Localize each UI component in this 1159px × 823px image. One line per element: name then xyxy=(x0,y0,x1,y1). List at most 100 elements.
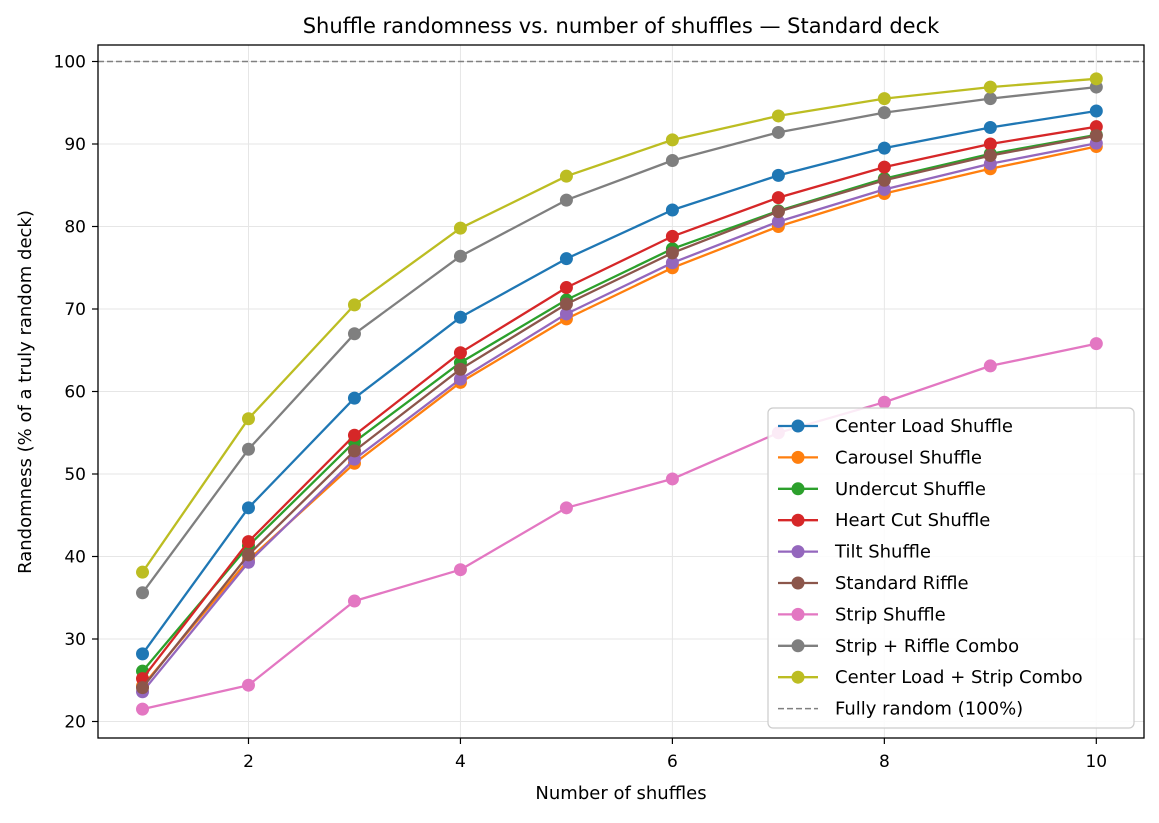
legend-label: Heart Cut Shuffle xyxy=(835,510,990,531)
data-point xyxy=(1089,129,1103,143)
data-point xyxy=(877,160,891,174)
series-line xyxy=(141,134,1097,689)
legend-entry: Strip Shuffle xyxy=(778,604,946,625)
data-point xyxy=(1089,104,1103,118)
data-point xyxy=(241,412,255,426)
legend-label: Tilt Shuffle xyxy=(834,542,931,563)
data-point xyxy=(453,249,467,263)
data-point xyxy=(877,141,891,155)
legend-label: Fully random (100%) xyxy=(835,699,1023,720)
data-point xyxy=(453,362,467,376)
data-point xyxy=(1089,120,1103,134)
data-point xyxy=(136,565,150,579)
data-point xyxy=(983,80,997,94)
data-point xyxy=(347,428,361,442)
data-point xyxy=(136,586,150,600)
series-line xyxy=(141,142,1097,693)
data-point xyxy=(877,106,891,120)
x-tick-label: 8 xyxy=(879,752,890,772)
series-line xyxy=(142,342,1097,711)
y-tick-label: 20 xyxy=(64,713,86,733)
series xyxy=(136,80,1103,600)
data-point xyxy=(453,346,467,360)
data-point xyxy=(877,173,891,187)
legend-marker xyxy=(791,545,805,559)
x-tick-label: 6 xyxy=(667,752,678,772)
data-point xyxy=(453,310,467,324)
data-point xyxy=(877,182,891,196)
x-tick-label: 10 xyxy=(1085,752,1107,772)
data-point xyxy=(771,205,785,219)
legend-entry: Standard Riffle xyxy=(778,573,969,594)
data-point xyxy=(665,256,679,270)
data-point xyxy=(771,125,785,139)
y-tick-label: 60 xyxy=(64,383,86,403)
series-line xyxy=(141,77,1097,573)
y-tick-label: 80 xyxy=(64,218,86,238)
legend-box xyxy=(767,407,1135,729)
data-point xyxy=(559,193,573,207)
data-point xyxy=(347,298,361,312)
y-tick-label: 100 xyxy=(54,53,86,73)
chart-title: Shuffle randomness vs. number of shuffle… xyxy=(303,14,940,38)
legend-label: Center Load + Strip Combo xyxy=(835,667,1083,688)
legend-marker xyxy=(791,450,805,464)
data-point xyxy=(559,252,573,266)
x-axis-title: Number of shuffles xyxy=(535,783,706,804)
legend-marker xyxy=(791,607,805,621)
data-point xyxy=(983,359,997,373)
legend-entry: Undercut Shuffle xyxy=(778,479,986,500)
data-point xyxy=(665,203,679,217)
data-point xyxy=(983,137,997,151)
series-line xyxy=(141,125,1097,680)
legend-marker xyxy=(791,513,805,527)
x-tick-label: 4 xyxy=(455,752,466,772)
data-point xyxy=(453,221,467,235)
legend-entry: Center Load Shuffle xyxy=(778,416,1013,437)
data-point xyxy=(877,92,891,106)
data-point xyxy=(983,92,997,106)
series xyxy=(136,104,1103,661)
series-line xyxy=(141,109,1097,655)
y-axis-title: Randomness (% of a truly random deck) xyxy=(15,210,36,574)
legend-entry: Heart Cut Shuffle xyxy=(778,510,990,531)
legend-label: Carousel Shuffle xyxy=(835,447,982,468)
legend-marker xyxy=(791,482,805,496)
legend-label: Strip + Riffle Combo xyxy=(835,636,1019,657)
y-tick-label: 30 xyxy=(64,630,86,650)
data-point xyxy=(241,442,255,456)
data-point xyxy=(136,647,150,661)
data-point xyxy=(771,215,785,229)
data-point xyxy=(665,154,679,167)
data-point xyxy=(1089,72,1103,86)
legend-entry: Carousel Shuffle xyxy=(778,447,982,468)
legend-label: Strip Shuffle xyxy=(835,604,946,625)
legend-marker xyxy=(791,576,805,590)
data-point xyxy=(559,307,573,321)
legend-label: Center Load Shuffle xyxy=(835,416,1013,437)
data-point xyxy=(241,535,255,549)
data-point xyxy=(983,149,997,163)
data-point xyxy=(771,168,785,182)
data-point xyxy=(453,563,467,577)
data-point xyxy=(559,281,573,295)
y-tick-label: 40 xyxy=(64,548,86,568)
data-point xyxy=(241,548,255,562)
x-tick-label: 2 xyxy=(243,752,254,772)
data-point xyxy=(559,297,573,311)
data-point xyxy=(241,678,255,692)
data-point xyxy=(1089,337,1103,351)
legend: Center Load Shuffle Carousel Shuffle Under… xyxy=(767,407,1135,729)
legend-entry: Center Load + Strip Combo xyxy=(778,667,1083,688)
data-point xyxy=(347,444,361,458)
legend-entry: Tilt Shuffle xyxy=(778,542,931,563)
data-point xyxy=(877,395,891,409)
y-tick-label: 50 xyxy=(64,465,86,485)
data-point xyxy=(559,501,573,515)
data-point xyxy=(347,594,361,608)
series-lines xyxy=(136,72,1103,716)
series xyxy=(136,72,1103,579)
data-point xyxy=(983,121,997,134)
